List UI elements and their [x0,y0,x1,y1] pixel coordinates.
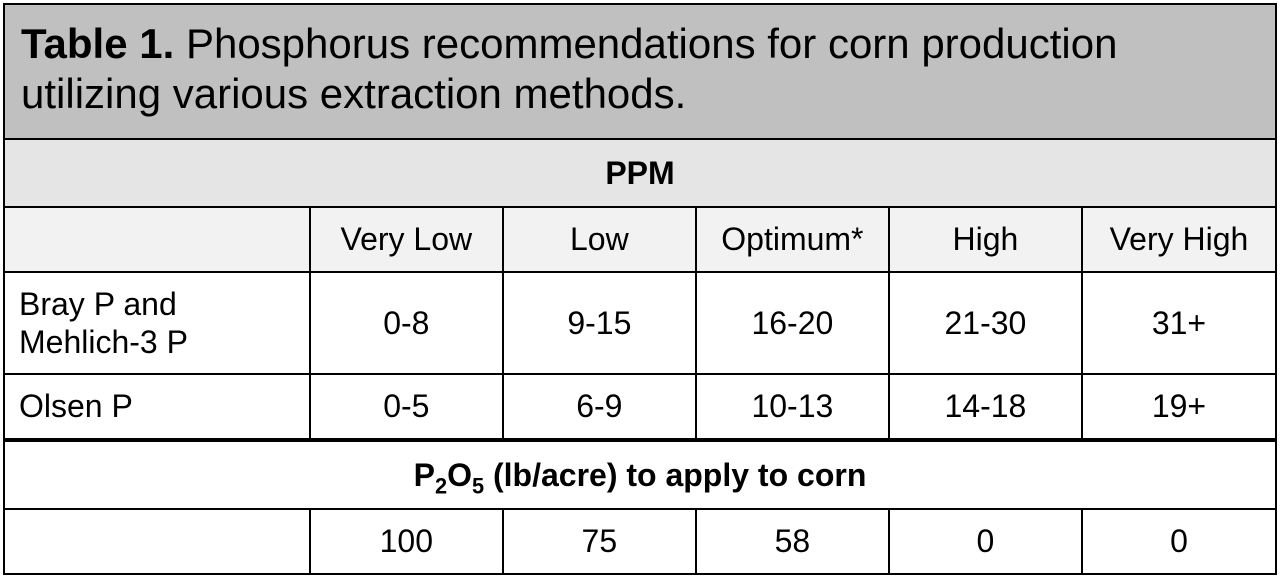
section-p2o5: P2O5 (lb/acre) to apply to corn [5,440,1275,510]
row-label: Bray P and Mehlich-3 P [5,272,310,375]
cell: 0 [889,510,1082,572]
cell: 100 [310,510,503,572]
cell: 58 [696,510,889,572]
caption-label: Table 1. [21,20,174,67]
cell: 21-30 [889,272,1082,375]
cell: 75 [503,510,696,572]
row-label [5,510,310,572]
table-caption: Table 1. Phosphorus recommendations for … [5,5,1275,140]
col-header: Low [503,208,696,271]
cell: 16-20 [696,272,889,375]
cell: 0-5 [310,374,503,438]
table-1: Table 1. Phosphorus recommendations for … [3,3,1277,575]
col-header: Very High [1082,208,1275,271]
col-header: Very Low [310,208,503,271]
col-header: Optimum* [696,208,889,271]
col-header: High [889,208,1082,271]
table-row: 100755800 [5,510,1275,572]
cell: 6-9 [503,374,696,438]
cell: 19+ [1082,374,1275,438]
cell: 14-18 [889,374,1082,438]
table-row: Olsen P0-56-910-1314-1819+ [5,374,1275,438]
cell: 9-15 [503,272,696,375]
cell: 10-13 [696,374,889,438]
row-label: Olsen P [5,374,310,438]
caption-text: Phosphorus recommendations for corn prod… [21,20,1117,117]
table-row: Bray P and Mehlich-3 P0-89-1516-2021-303… [5,272,1275,375]
apply-table: 100755800 [5,510,1275,572]
cell: 31+ [1082,272,1275,375]
col-header [5,208,310,271]
ppm-table: Very LowLowOptimum*HighVery HighBray P a… [5,208,1275,440]
cell: 0 [1082,510,1275,572]
section-ppm: PPM [5,140,1275,208]
cell: 0-8 [310,272,503,375]
